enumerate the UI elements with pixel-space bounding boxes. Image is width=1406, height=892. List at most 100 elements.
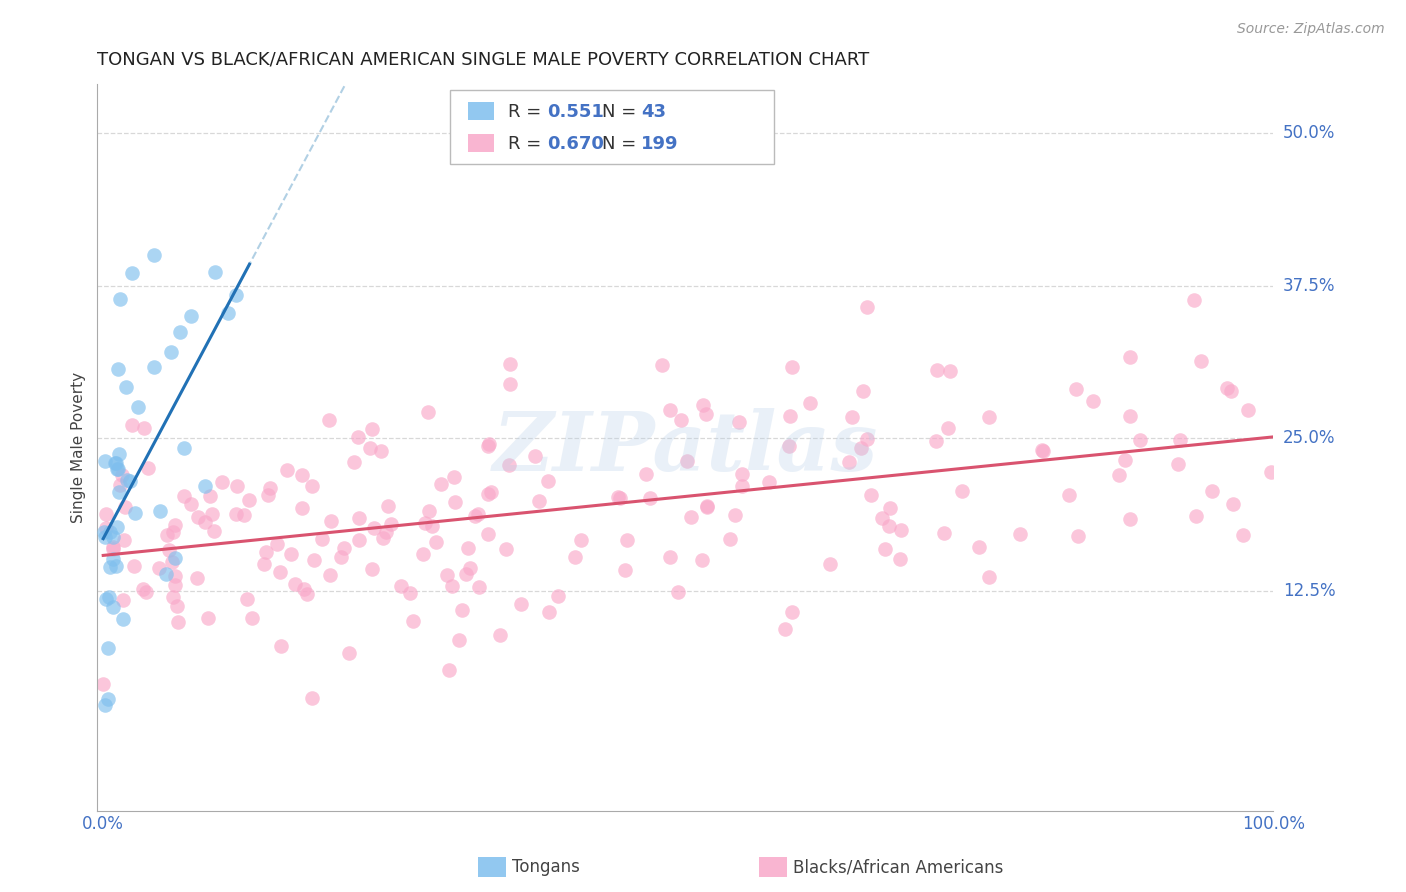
Point [873, 541, 896, 556]
Point [1119, 512, 1142, 526]
Point [429, 476, 451, 491]
Point [870, 511, 893, 525]
Point [477, 487, 499, 501]
Point [1236, 402, 1258, 417]
Text: 199: 199 [641, 135, 678, 153]
Point [1057, 488, 1080, 502]
Point [155, 566, 177, 581]
Point [564, 550, 586, 565]
Point [799, 395, 821, 409]
Point [1108, 468, 1130, 483]
Point [259, 482, 281, 496]
Point [499, 357, 522, 371]
Point [967, 540, 990, 554]
Point [468, 580, 491, 594]
Point [692, 398, 714, 412]
Point [778, 439, 800, 453]
Point [361, 561, 384, 575]
Point [436, 568, 458, 582]
Point [398, 586, 420, 600]
Point [93, 524, 115, 539]
Point [91, 677, 114, 691]
Point [606, 491, 628, 505]
Point [856, 300, 879, 314]
Point [115, 379, 138, 393]
Point [1031, 444, 1053, 458]
Point [132, 582, 155, 596]
Point [932, 525, 955, 540]
Point [450, 602, 472, 616]
Point [818, 557, 841, 571]
Point [1167, 457, 1189, 471]
Point [879, 501, 901, 516]
Point [103, 542, 125, 557]
Point [669, 413, 692, 427]
Point [292, 582, 315, 597]
Point [269, 565, 291, 579]
Point [165, 550, 187, 565]
Point [651, 358, 673, 372]
Text: 100.0%: 100.0% [1241, 814, 1305, 832]
Point [156, 528, 179, 542]
Point [114, 500, 136, 514]
Point [464, 508, 486, 523]
Point [890, 523, 912, 537]
Point [94, 698, 117, 712]
FancyBboxPatch shape [450, 90, 773, 164]
Point [675, 454, 697, 468]
Point [318, 413, 340, 427]
Point [115, 473, 138, 487]
Point [658, 549, 681, 564]
Point [457, 541, 479, 555]
Point [280, 547, 302, 561]
Point [98, 560, 121, 574]
Point [658, 403, 681, 417]
Point [1170, 433, 1192, 447]
Point [1220, 384, 1243, 398]
Point [389, 579, 412, 593]
Point [97, 641, 120, 656]
Point [142, 359, 165, 374]
Point [418, 405, 440, 419]
Point [728, 416, 751, 430]
Point [614, 563, 637, 577]
Point [889, 551, 911, 566]
Point [107, 519, 129, 533]
Point [695, 407, 717, 421]
Point [779, 409, 801, 423]
Point [477, 436, 499, 450]
Point [104, 456, 127, 470]
Point [132, 421, 155, 435]
Point [94, 521, 117, 535]
Point [879, 519, 901, 533]
Point [110, 477, 132, 491]
Point [311, 532, 333, 546]
Point [257, 488, 280, 502]
Point [938, 364, 960, 378]
Point [773, 622, 796, 636]
Point [731, 467, 754, 482]
Point [838, 455, 860, 469]
Point [936, 420, 959, 434]
Point [148, 560, 170, 574]
Point [1260, 465, 1282, 479]
Point [166, 599, 188, 613]
Point [180, 309, 202, 323]
Point [363, 521, 385, 535]
Point [107, 362, 129, 376]
Point [1081, 393, 1104, 408]
Point [330, 549, 353, 564]
Point [413, 516, 436, 531]
Point [194, 479, 217, 493]
Point [1201, 483, 1223, 498]
Point [186, 571, 208, 585]
Point [977, 409, 1000, 424]
Point [527, 494, 550, 508]
Point [1182, 293, 1205, 308]
Point [609, 491, 631, 506]
Point [162, 555, 184, 569]
Point [197, 611, 219, 625]
Text: 0.0%: 0.0% [83, 814, 124, 832]
Point [724, 508, 747, 522]
Point [524, 449, 547, 463]
